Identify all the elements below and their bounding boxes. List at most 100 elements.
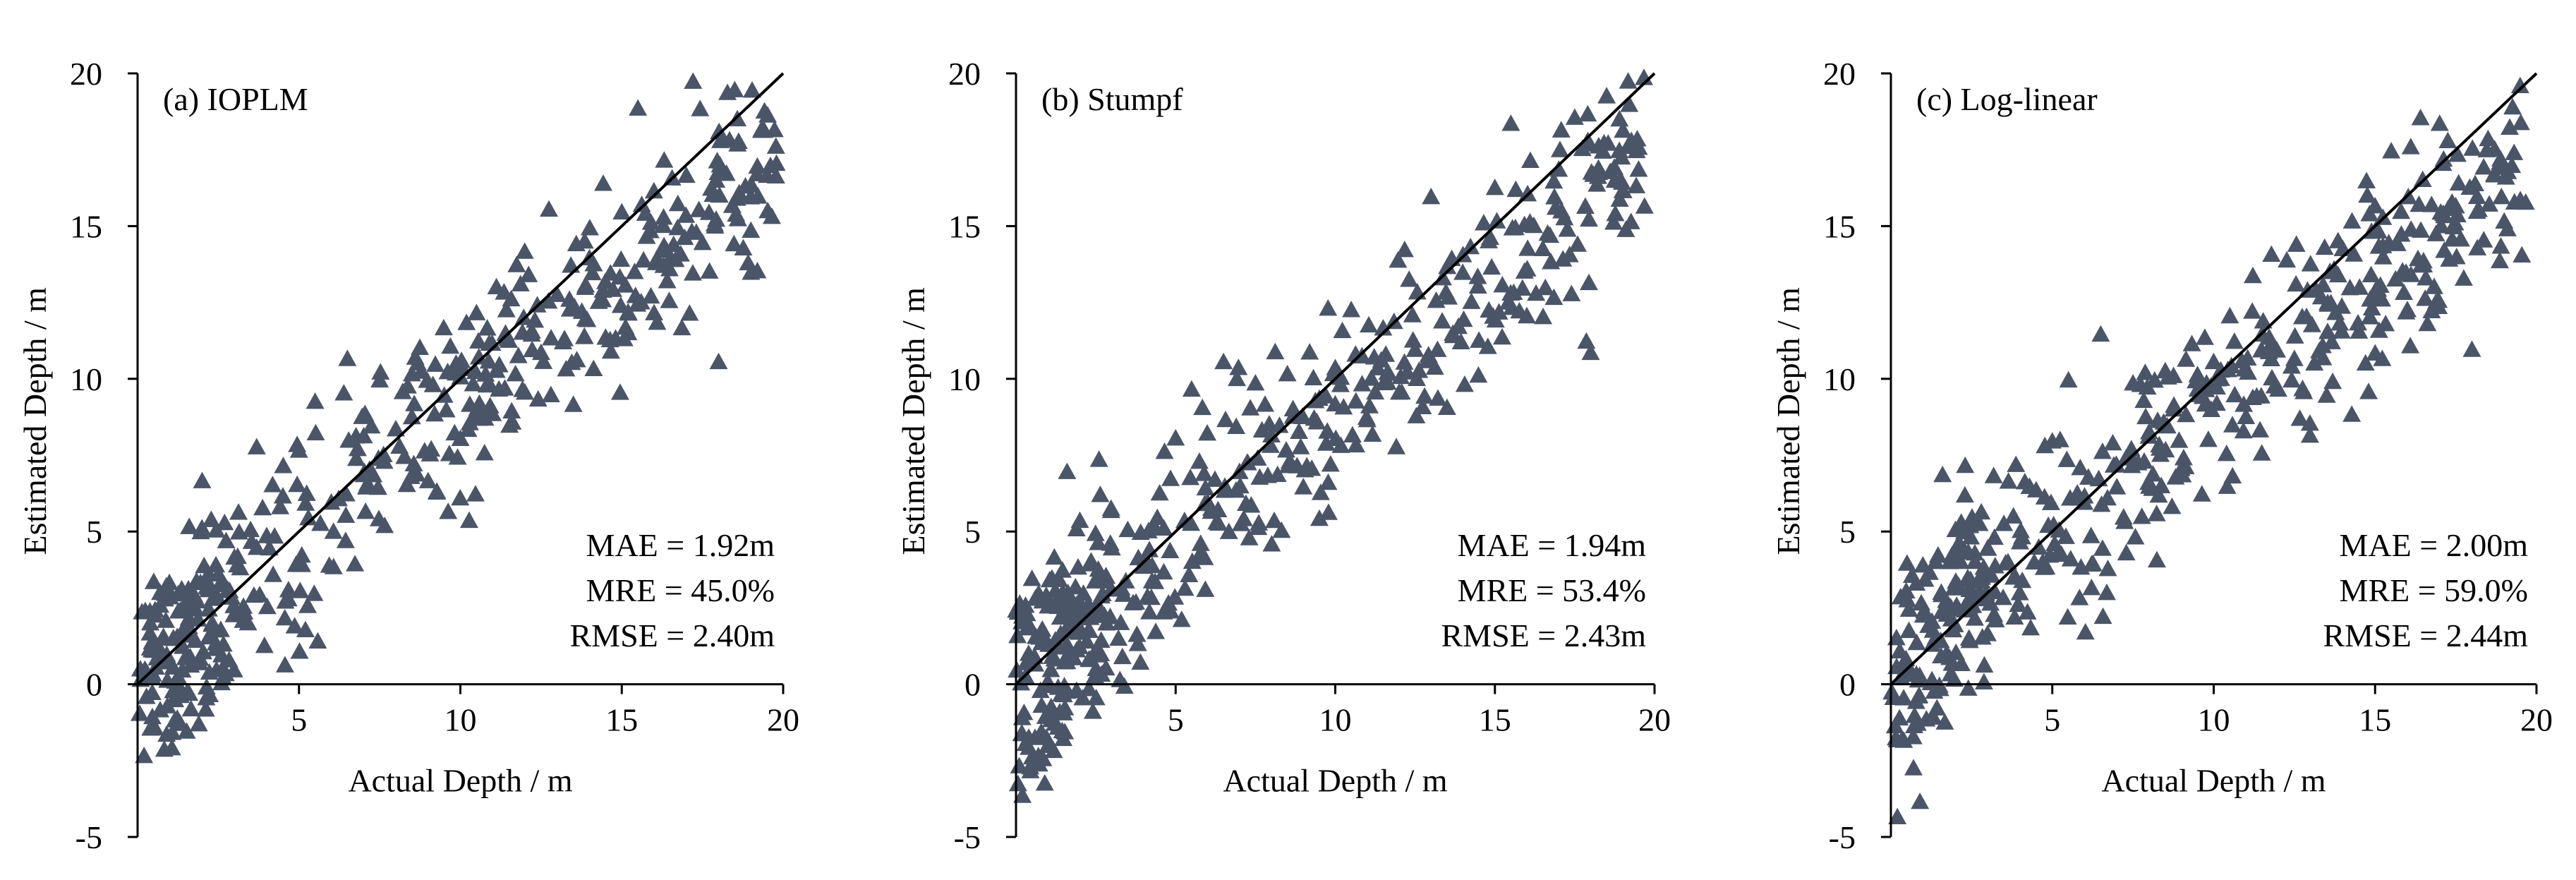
data-point: [1266, 342, 1285, 360]
data-point: [668, 194, 687, 212]
data-point: [1295, 460, 1314, 478]
data-point: [1970, 514, 1989, 531]
data-point: [1453, 263, 1473, 280]
data-point: [2235, 395, 2254, 412]
data-point: [1193, 398, 1212, 416]
data-point: [357, 478, 376, 495]
data-point: [212, 673, 231, 691]
y-tick-label: 10: [70, 361, 102, 397]
data-point: [197, 677, 216, 695]
data-point: [1241, 399, 1260, 416]
y-tick-label: 10: [1823, 361, 1856, 397]
data-point: [1142, 572, 1161, 589]
data-point: [1576, 197, 1595, 214]
data-point: [730, 183, 749, 201]
data-point: [311, 514, 330, 531]
data-point: [691, 100, 710, 116]
data-point: [1048, 597, 1068, 615]
data-point: [1999, 472, 2018, 489]
data-point: [748, 261, 767, 279]
data-point: [584, 255, 603, 272]
data-point: [451, 488, 470, 506]
data-point: [2145, 370, 2164, 388]
data-point: [1321, 454, 1340, 472]
data-point: [1097, 567, 1116, 584]
y-tick-label: 10: [948, 361, 981, 397]
data-point: [193, 471, 212, 488]
data-point: [2252, 444, 2271, 461]
data-point: [572, 302, 591, 319]
data-point: [680, 304, 699, 321]
data-point: [2015, 473, 2034, 490]
data-point: [2071, 458, 2090, 476]
data-point: [762, 207, 781, 224]
data-point: [1621, 212, 1640, 229]
data-point: [677, 166, 696, 183]
data-point: [1043, 569, 1062, 586]
x-tick-label: 20: [767, 702, 799, 738]
data-point: [1605, 171, 1624, 188]
data-point: [1278, 365, 1297, 382]
data-point: [748, 157, 767, 174]
data-point: [522, 325, 541, 342]
data-point: [2098, 583, 2117, 601]
data-point: [1073, 689, 1092, 706]
data-point: [2449, 174, 2468, 191]
data-point: [2505, 143, 2524, 160]
panel-c-label: (c) Log-linear: [1916, 81, 2098, 117]
data-point: [181, 648, 200, 665]
panel-c-reference-line: [1889, 72, 2538, 686]
data-point: [131, 670, 150, 687]
data-point: [1392, 382, 1411, 400]
data-point: [229, 503, 248, 520]
data-point: [1554, 250, 1573, 267]
data-point: [2223, 416, 2242, 433]
data-point: [288, 475, 307, 493]
data-point: [393, 382, 412, 399]
data-point: [211, 574, 230, 591]
data-point: [1154, 562, 1173, 580]
data-point: [1008, 626, 1027, 644]
data-point: [710, 131, 730, 148]
data-point: [405, 394, 424, 411]
data-point: [1899, 665, 1918, 682]
data-point: [288, 435, 307, 452]
data-point: [1552, 121, 1571, 138]
data-point: [2262, 245, 2281, 263]
data-point: [2045, 534, 2064, 551]
data-point: [1293, 407, 1312, 425]
data-point: [1972, 572, 1991, 589]
data-point: [2290, 409, 2309, 426]
data-point: [1207, 512, 1226, 530]
data-point: [1550, 140, 1569, 157]
data-point: [766, 167, 785, 184]
data-point: [2300, 426, 2319, 443]
data-point: [1909, 686, 1928, 703]
data-point: [641, 287, 660, 304]
data-point: [142, 666, 161, 684]
data-point: [1937, 644, 1956, 661]
data-point: [1898, 591, 1917, 608]
data-point: [1544, 171, 1564, 189]
data-point: [2395, 283, 2414, 301]
panel-c-y-title: Estimated Depth / m: [1770, 287, 1806, 555]
data-point: [356, 502, 375, 519]
data-point: [2345, 245, 2364, 262]
data-point: [163, 723, 182, 740]
data-point: [1899, 600, 1918, 617]
data-point: [2220, 306, 2239, 324]
data-point: [299, 508, 318, 526]
data-point: [2397, 303, 2416, 320]
data-point: [709, 352, 728, 370]
data-point: [1111, 613, 1130, 630]
data-point: [612, 250, 631, 267]
data-point: [718, 83, 737, 100]
data-point: [648, 313, 667, 330]
data-point: [1941, 665, 1960, 682]
data-point: [1501, 114, 1520, 131]
data-point: [219, 651, 238, 668]
data-point: [2305, 354, 2324, 371]
data-point: [1333, 321, 1352, 339]
data-point: [166, 690, 185, 708]
data-point: [2374, 248, 2393, 265]
